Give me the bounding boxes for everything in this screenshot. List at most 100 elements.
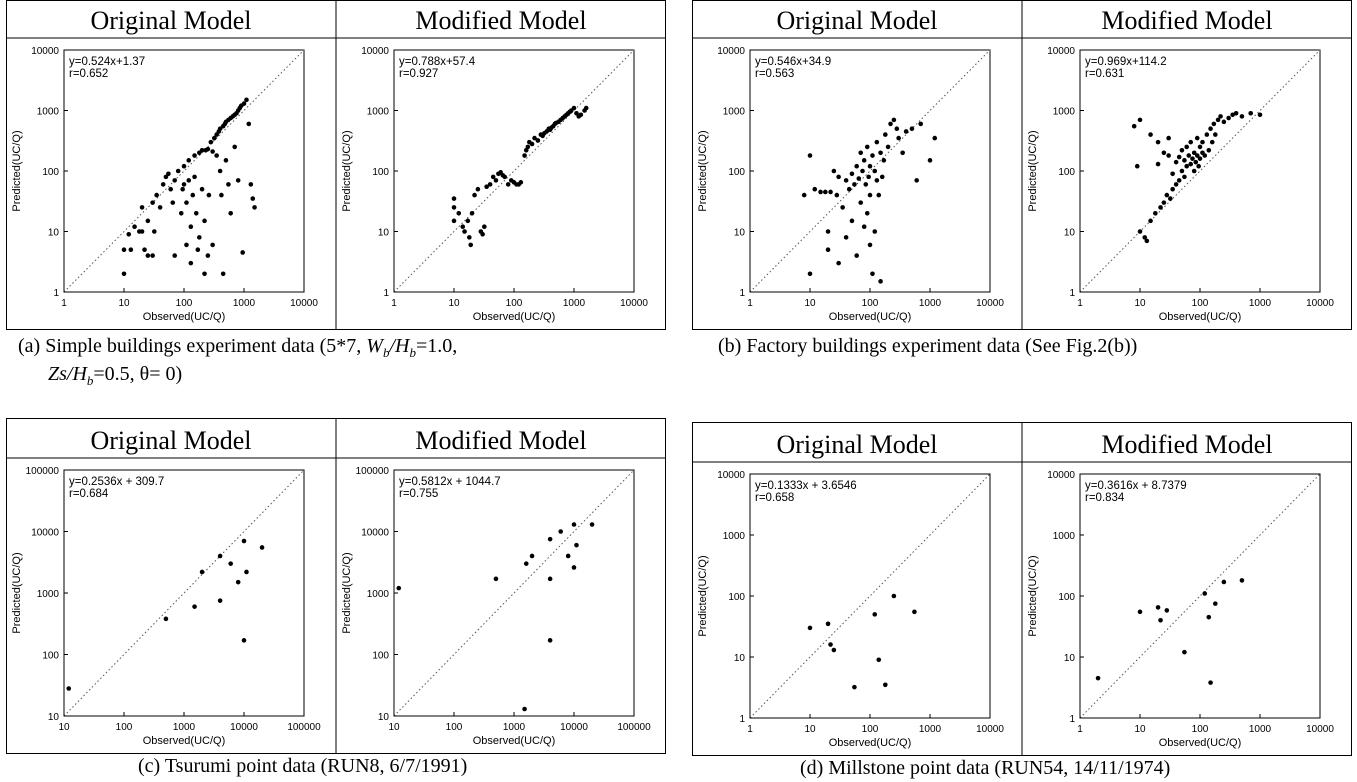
regression-equation: y=0.1333x + 3.6546 <box>755 480 857 492</box>
data-point <box>163 174 169 180</box>
data-point <box>1182 174 1187 180</box>
data-point <box>139 229 145 234</box>
data-point <box>212 135 217 141</box>
x-tick-label: 10 <box>388 722 400 733</box>
y-tick-label: 10000 <box>717 470 745 481</box>
data-point <box>128 247 134 253</box>
data-point <box>1134 163 1140 169</box>
data-point <box>852 182 857 187</box>
data-point <box>465 218 471 224</box>
data-point <box>852 684 857 690</box>
data-point <box>807 153 813 158</box>
data-point <box>150 200 155 205</box>
data-point <box>535 138 541 143</box>
data-point <box>1170 171 1175 177</box>
data-point <box>529 553 535 559</box>
data-point <box>181 163 187 169</box>
data-point <box>860 168 865 174</box>
data-point <box>121 247 127 253</box>
regression-equation: y=0.2536x + 309.7 <box>69 476 164 488</box>
data-point <box>867 192 873 198</box>
data-point <box>1144 238 1150 244</box>
data-point <box>1142 235 1148 240</box>
y-tick-label: 1 <box>739 288 745 299</box>
data-point <box>1204 132 1210 137</box>
data-point <box>1190 156 1195 161</box>
y-tick-label: 10 <box>378 712 390 723</box>
caption-a: (a) Simple buildings experiment data (5*… <box>18 334 457 365</box>
x-tick-label: 100 <box>116 722 133 733</box>
data-point <box>252 205 257 210</box>
data-point <box>396 585 402 591</box>
data-point <box>145 253 151 258</box>
data-point <box>493 178 499 183</box>
data-point <box>1182 158 1187 163</box>
caption-d: (d) Millstone point data (RUN54, 14/11/1… <box>800 757 1171 779</box>
data-point <box>914 178 919 183</box>
data-point <box>246 121 252 127</box>
data-point <box>854 253 859 258</box>
y-tick-label: 10000 <box>1047 46 1075 57</box>
panel-c-svg: Original Model 10 100 1000 10000 100000 10 100 1… <box>6 418 666 754</box>
x-tick-label: 100 <box>1192 724 1209 735</box>
data-point <box>878 150 883 156</box>
data-point <box>468 242 474 248</box>
data-point <box>1148 132 1153 137</box>
data-point <box>903 129 909 134</box>
x-tick-label: 10000 <box>1306 298 1334 309</box>
data-point <box>883 132 888 137</box>
data-point <box>912 609 917 615</box>
regression-equation: y=0.524x+1.37 <box>69 56 145 68</box>
y-tick-label: 10000 <box>1047 470 1075 481</box>
data-point <box>1206 147 1212 153</box>
data-point <box>801 192 807 198</box>
y-tick-label: 10000 <box>31 528 59 539</box>
y-tick-label: 1 <box>53 288 59 299</box>
y-tick-label: 1000 <box>723 531 746 542</box>
data-point <box>219 192 224 198</box>
data-point <box>126 231 132 237</box>
data-point <box>1197 156 1203 161</box>
data-point <box>175 168 181 174</box>
data-point <box>1221 579 1227 585</box>
correlation-r: r=0.631 <box>1085 68 1124 80</box>
data-point <box>918 121 924 127</box>
data-point <box>152 229 157 234</box>
data-point <box>259 545 265 550</box>
data-point <box>872 168 878 174</box>
x-tick-label: 100 <box>446 722 463 733</box>
data-point <box>199 569 205 575</box>
x-tick-label: 1000 <box>1249 298 1272 309</box>
caption-a-slash: / <box>389 335 395 357</box>
correlation-r: r=0.684 <box>69 488 109 500</box>
x-tick-label: 10 <box>1134 724 1146 735</box>
data-point <box>583 105 589 111</box>
reference-line <box>63 49 305 293</box>
caption-a-hb-sub: b <box>409 345 416 360</box>
y-tick-label: 1000 <box>1053 107 1076 118</box>
data-point <box>1196 163 1201 169</box>
data-point <box>849 171 855 177</box>
data-point <box>186 178 192 183</box>
data-point <box>807 271 813 277</box>
x-tick-label: 1000 <box>503 722 526 733</box>
x-tick-label: 100 <box>506 298 523 309</box>
data-point <box>142 247 147 253</box>
data-point <box>1179 168 1185 174</box>
y-tick-label: 1000 <box>367 107 390 118</box>
data-point <box>1221 119 1227 125</box>
caption-a-rest: =0.5, θ= 0) <box>93 363 183 385</box>
data-point <box>172 178 178 183</box>
data-point <box>462 229 467 234</box>
x-tick-label: 100000 <box>617 722 651 733</box>
data-point <box>250 196 256 201</box>
data-point <box>1148 218 1153 224</box>
data-point <box>825 247 831 253</box>
y-tick-label: 10 <box>1064 228 1076 239</box>
data-point <box>836 174 841 180</box>
data-point <box>1164 192 1170 198</box>
data-point <box>891 117 897 123</box>
data-point <box>1182 649 1187 655</box>
data-point <box>493 576 499 582</box>
data-point <box>1131 123 1137 129</box>
